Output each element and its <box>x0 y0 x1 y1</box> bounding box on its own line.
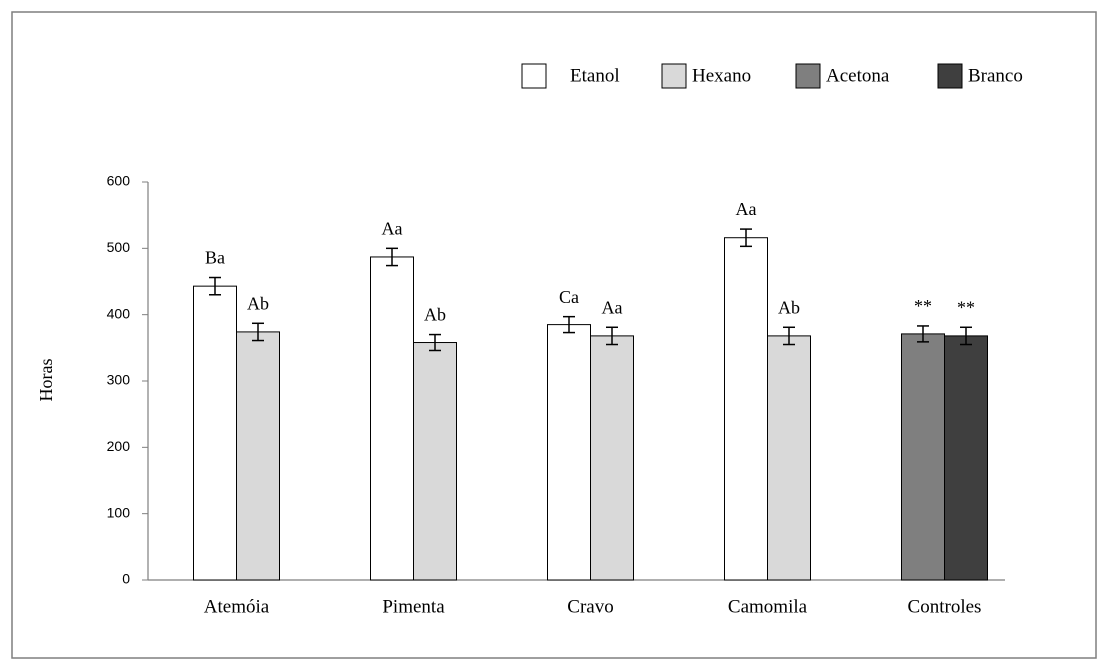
bar <box>724 237 768 581</box>
x-tick-label: Cravo <box>567 596 613 617</box>
y-tick-label: 300 <box>107 372 131 388</box>
data-label: Ab <box>424 305 446 325</box>
x-tick-label: Camomila <box>728 596 808 617</box>
legend-label: Acetona <box>826 65 890 86</box>
bar <box>547 324 591 581</box>
y-tick-label: 200 <box>107 438 131 454</box>
data-label: Ab <box>778 297 800 317</box>
bar <box>901 333 945 581</box>
frame <box>11 11 1097 659</box>
bar <box>413 342 457 581</box>
data-label: Ab <box>247 293 269 313</box>
data-label: Ba <box>205 248 225 268</box>
bar <box>370 256 414 581</box>
data-label: ** <box>957 297 975 317</box>
data-label: Aa <box>382 218 403 238</box>
bar <box>944 335 988 581</box>
bar <box>193 285 237 581</box>
bar <box>590 335 634 581</box>
legend-swatch <box>937 63 963 89</box>
legend-swatch <box>521 63 547 89</box>
y-tick-label: 600 <box>107 173 131 189</box>
bar <box>767 335 811 581</box>
x-tick-label: Atemóia <box>204 596 270 617</box>
x-tick-label: Controles <box>908 596 982 617</box>
legend-label: Branco <box>968 65 1023 86</box>
y-tick-label: 400 <box>107 305 131 321</box>
legend-swatch <box>795 63 821 89</box>
legend-label: Etanol <box>570 65 620 86</box>
data-label: Aa <box>736 199 757 219</box>
bar <box>236 331 280 581</box>
data-label: Ca <box>559 287 579 307</box>
y-tick-label: 100 <box>107 504 131 520</box>
y-axis-label: Horas <box>36 359 56 402</box>
y-tick-label: 500 <box>107 239 131 255</box>
data-label: ** <box>914 296 932 316</box>
y-tick-label: 0 <box>122 571 130 587</box>
legend-swatch <box>661 63 687 89</box>
legend-label: Hexano <box>692 65 751 86</box>
x-tick-label: Pimenta <box>382 596 445 617</box>
data-label: Aa <box>602 297 623 317</box>
